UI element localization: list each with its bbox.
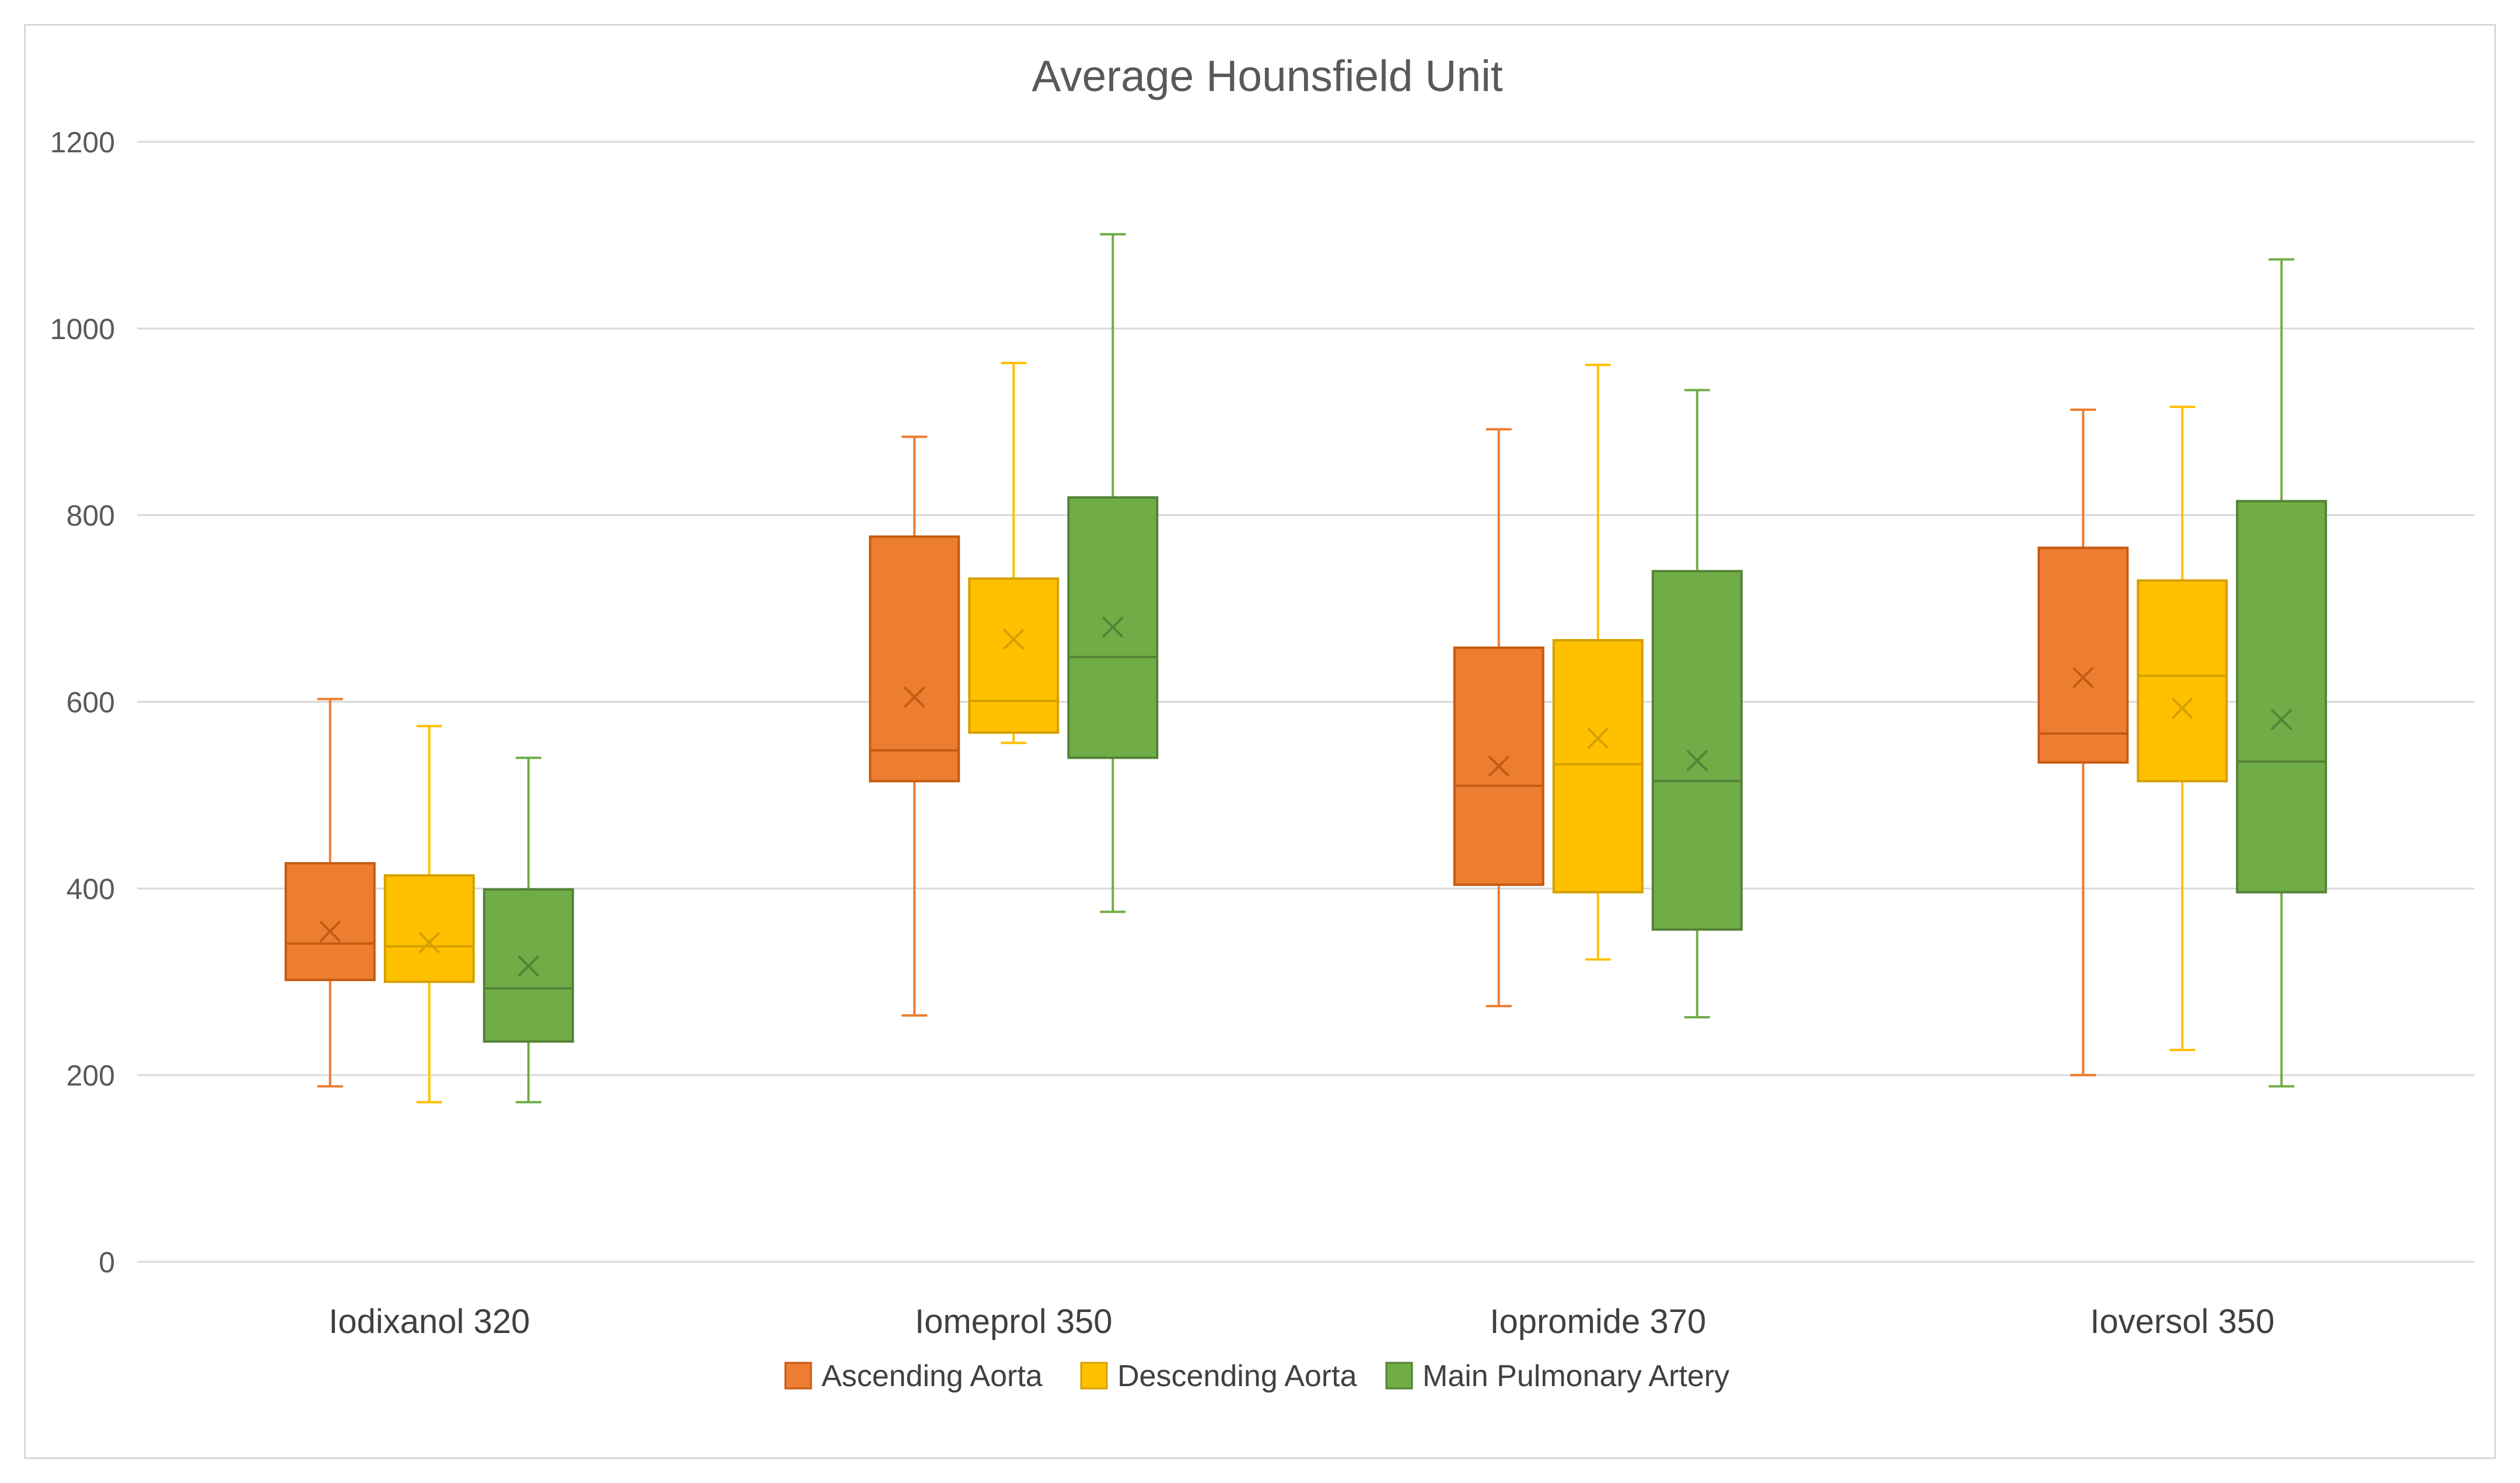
box-main-pulmonary-artery: [1651, 389, 1743, 1019]
box-main-pulmonary-artery: [483, 756, 574, 1104]
legend-item: Main Pulmonary Artery: [1385, 1359, 1729, 1393]
x-category-label: Ioversol 350: [2090, 1303, 2274, 1341]
box-body: [968, 577, 1060, 734]
chart-area: Average Hounsfield Unit 0 200 400 600 800 100…: [24, 24, 2496, 1459]
box-series: [284, 233, 2327, 1104]
x-axis-categories: Iodixanol 320 Iomeprol 350 Iopromide 370 Io…: [328, 1303, 2274, 1341]
box-body: [1552, 638, 1644, 894]
mean-marker: [2270, 709, 2292, 731]
mean-marker: [2171, 697, 2193, 720]
legend-item: Descending Aorta: [1080, 1359, 1357, 1393]
box-body: [2236, 500, 2327, 894]
mean-marker: [1686, 749, 1708, 772]
y-tick-label: 200: [67, 1059, 115, 1092]
legend-swatch: [1080, 1362, 1108, 1390]
mean-marker: [1488, 755, 1510, 777]
legend-item: Ascending Aorta: [784, 1359, 1043, 1393]
legend-label: Descending Aorta: [1117, 1359, 1357, 1393]
mean-marker: [418, 931, 441, 954]
legend: Ascending Aorta Descending Aorta Main Pulm…: [784, 1359, 1729, 1393]
box-body: [284, 862, 376, 982]
legend-swatch: [784, 1362, 812, 1390]
box-body: [1651, 570, 1743, 931]
chart-title: Average Hounsfield Unit: [1032, 51, 1503, 100]
legend-label: Main Pulmonary Artery: [1422, 1359, 1729, 1393]
box-ascending-aorta: [2037, 408, 2129, 1077]
y-tick-label: 0: [99, 1246, 115, 1279]
box-ascending-aorta: [1453, 428, 1544, 1007]
box-ascending-aorta: [869, 435, 960, 1017]
y-tick-label: 800: [67, 500, 115, 532]
mean-marker: [319, 920, 341, 943]
box-descending-aorta: [2137, 406, 2228, 1051]
y-tick-label: 1200: [50, 126, 115, 159]
y-tick-label: 1000: [50, 313, 115, 346]
mean-marker: [1102, 616, 1124, 638]
y-tick-label: 600: [67, 686, 115, 719]
mean-marker: [1587, 727, 1609, 749]
box-ascending-aorta: [284, 697, 376, 1088]
x-category-label: Iodixanol 320: [328, 1303, 530, 1341]
legend-swatch: [1385, 1362, 1413, 1390]
box-body: [2037, 546, 2129, 764]
mean-marker: [903, 686, 925, 708]
y-tick-label: 400: [67, 873, 115, 905]
box-body: [869, 535, 960, 783]
x-category-label: Iopromide 370: [1490, 1303, 1706, 1341]
legend-label: Ascending Aorta: [822, 1359, 1043, 1393]
box-main-pulmonary-artery: [1067, 233, 1159, 913]
box-body: [2137, 579, 2228, 783]
box-descending-aorta: [968, 362, 1060, 744]
x-category-label: Iomeprol 350: [915, 1303, 1113, 1341]
mean-marker: [2072, 667, 2094, 689]
box-body: [383, 874, 475, 983]
mean-marker: [518, 955, 540, 977]
mean-marker: [1002, 628, 1025, 650]
box-plot-chart: Average Hounsfield Unit 0 200 400 600 800 100…: [50, 51, 2474, 1393]
box-main-pulmonary-artery: [2236, 258, 2327, 1088]
box-descending-aorta: [1552, 364, 1644, 961]
box-descending-aorta: [383, 725, 475, 1104]
y-axis-ticks: 0 200 400 600 800 1000 1200: [50, 126, 115, 1279]
